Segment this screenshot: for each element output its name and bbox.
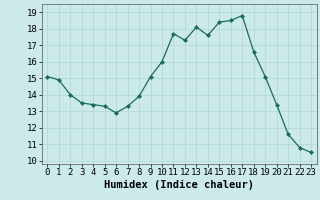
X-axis label: Humidex (Indice chaleur): Humidex (Indice chaleur)	[104, 180, 254, 190]
